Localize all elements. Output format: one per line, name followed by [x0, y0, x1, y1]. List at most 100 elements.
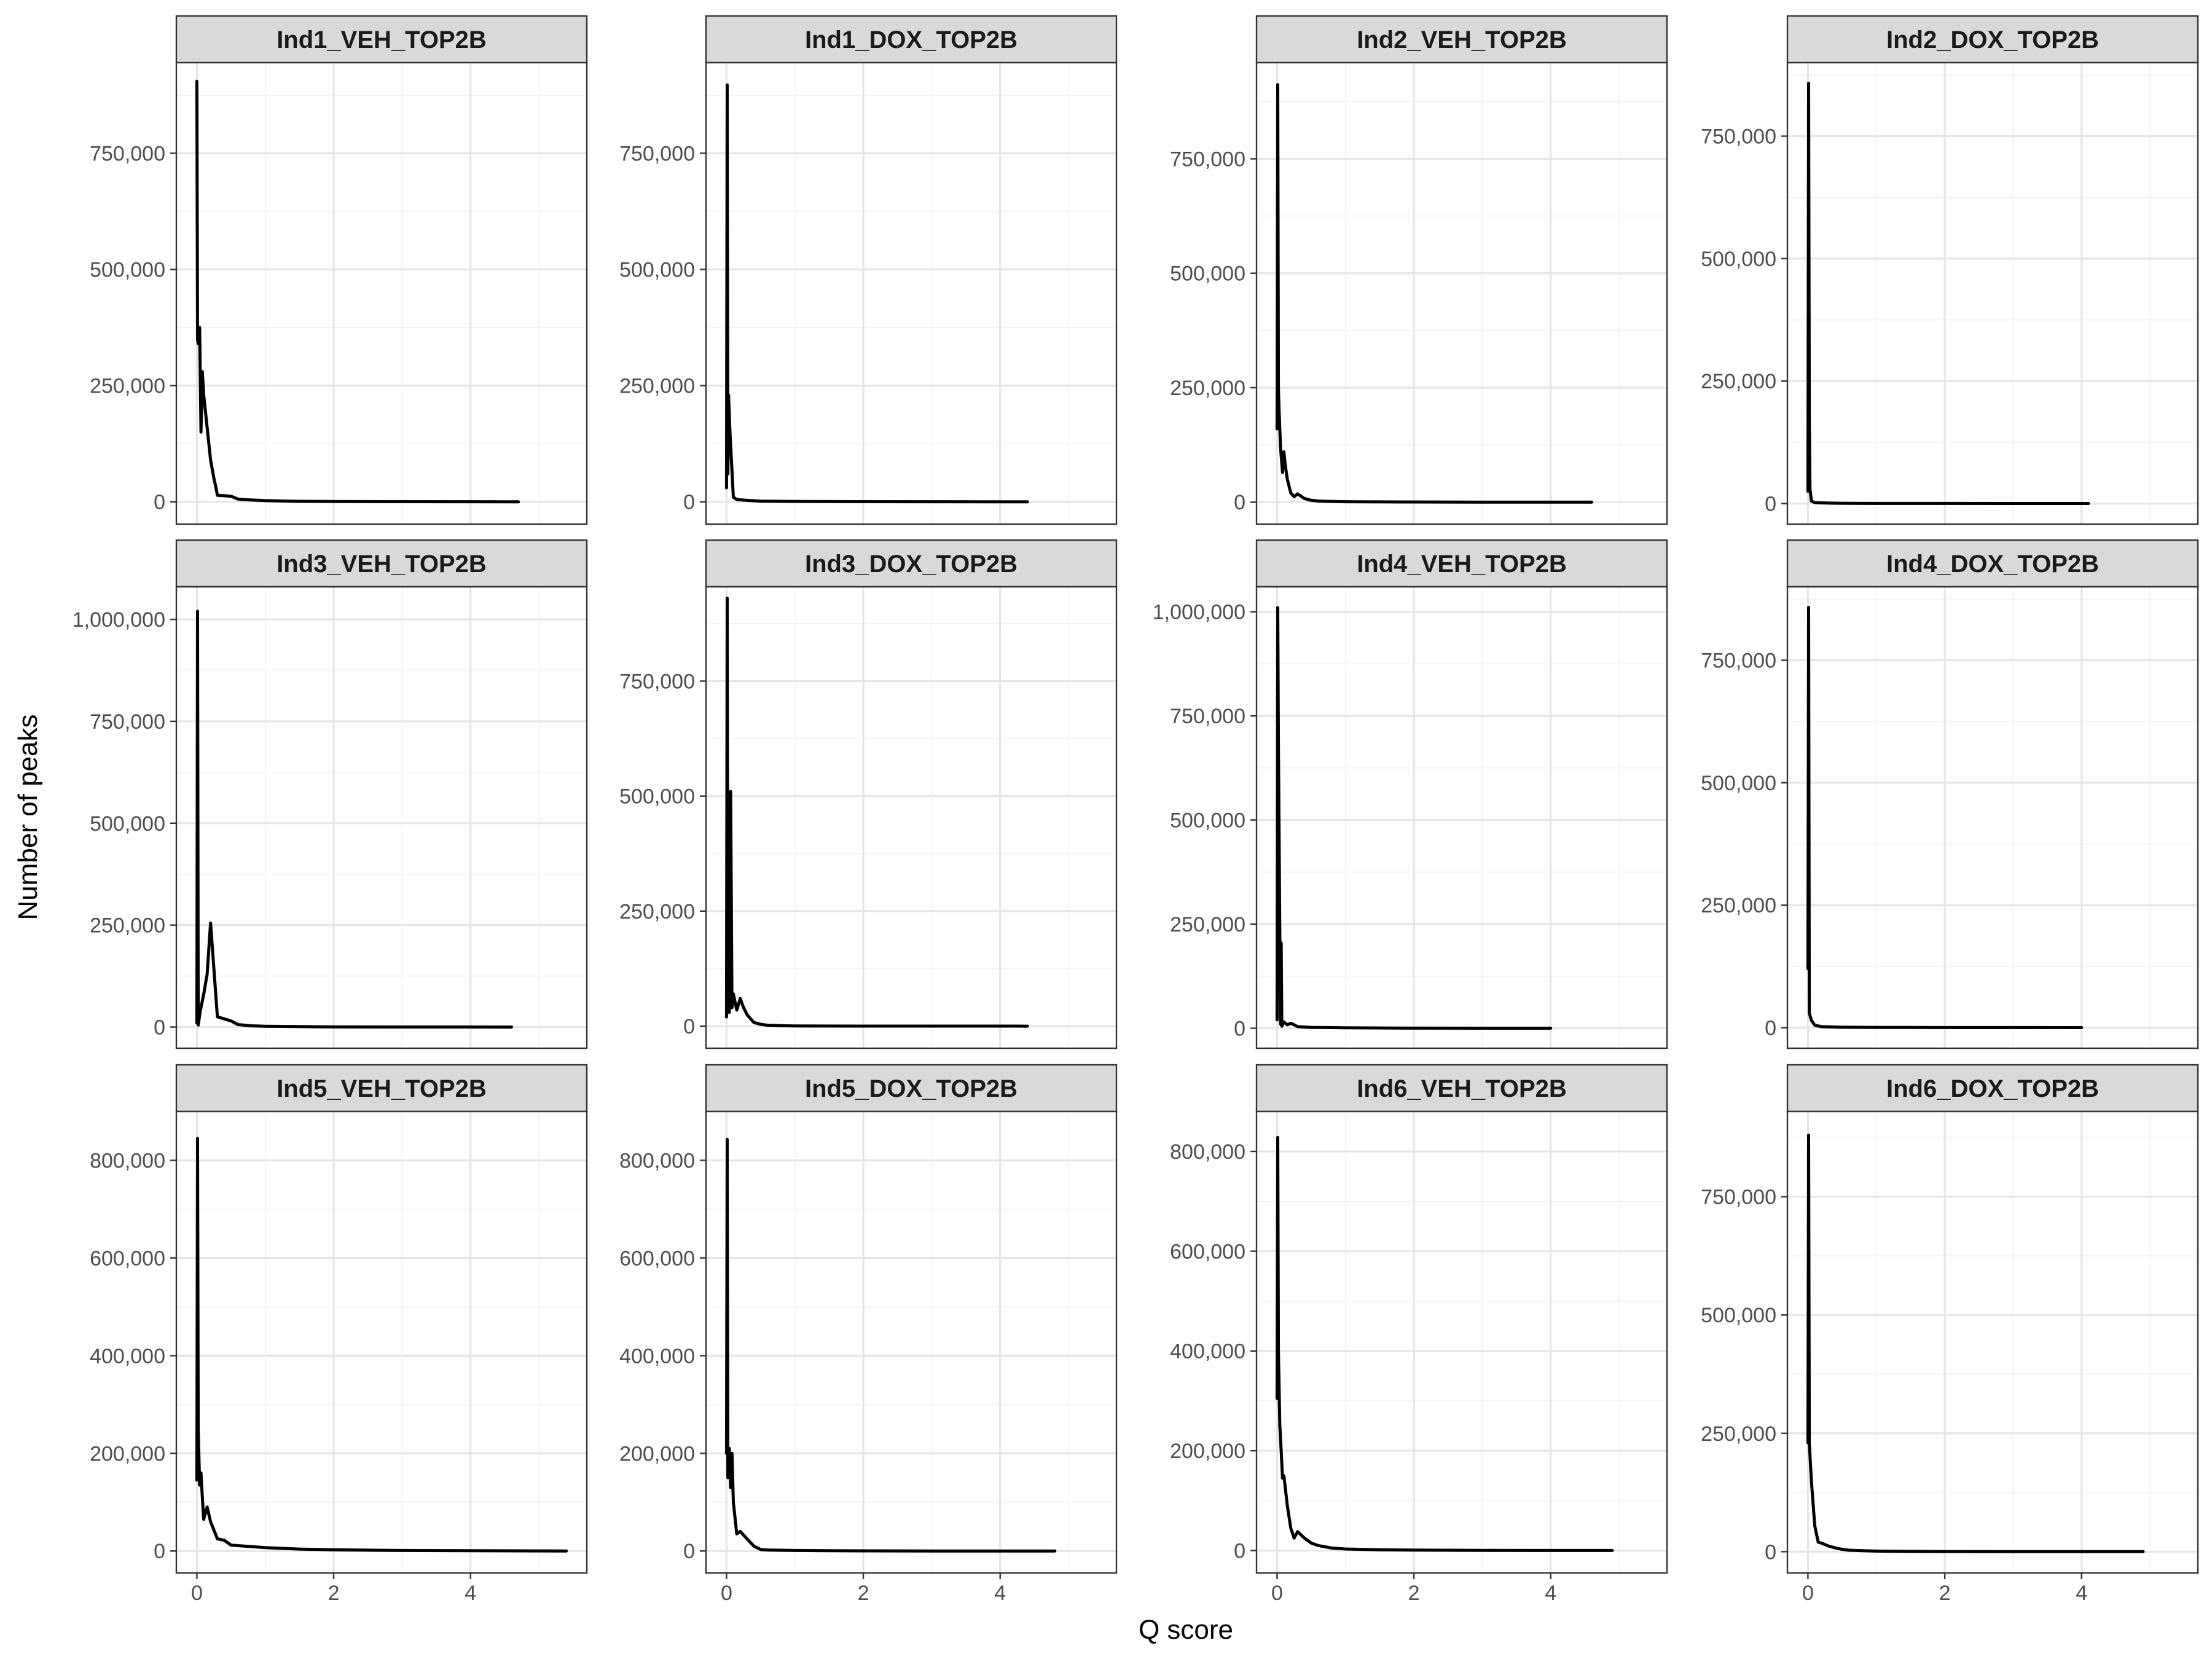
panel-border — [175, 1110, 588, 1574]
y-tick-label: 750,000 — [1701, 125, 1776, 149]
y-tick-label: 600,000 — [619, 1247, 695, 1270]
panel-background — [1257, 63, 1667, 524]
y-tick-label: 0 — [154, 491, 165, 514]
panel-background — [1787, 63, 2198, 524]
y-tick-label: 750,000 — [1701, 1186, 1776, 1209]
facet-title: Ind3_DOX_TOP2B — [805, 551, 1018, 578]
facet-panel: Ind4_DOX_TOP2B 0 250,000 500,000 750,000 — [1701, 539, 2199, 1049]
y-tick-label: 0 — [683, 1015, 695, 1038]
facet-strip — [705, 1064, 1118, 1113]
facet-panel: Ind5_VEH_TOP2B 0 200,000 400,000 600,000 800,… — [90, 1064, 588, 1605]
facet-panel: Ind6_DOX_TOP2B 0 250,000 500,000 750,000 0 2 4 — [1701, 1064, 2199, 1605]
facet-title: Ind5_VEH_TOP2B — [276, 1075, 487, 1102]
y-tick-label: 0 — [1234, 491, 1245, 514]
y-tick-label: 500,000 — [1701, 248, 1776, 271]
panel-background — [176, 63, 587, 524]
panel-background — [1787, 587, 2198, 1048]
y-tick-label: 600,000 — [90, 1247, 165, 1270]
panel-border — [175, 586, 588, 1049]
y-tick-label: 500,000 — [619, 785, 695, 809]
panel-border — [175, 61, 588, 525]
y-tick-label: 0 — [1234, 1017, 1245, 1040]
series-line — [1806, 606, 2084, 1029]
x-tick-label: 0 — [721, 1582, 732, 1605]
y-tick-label: 500,000 — [1170, 262, 1245, 286]
y-tick-label: 400,000 — [619, 1344, 695, 1368]
facet-panel: Ind6_VEH_TOP2B 0 200,000 400,000 600,000 800,… — [1170, 1064, 1668, 1605]
series-line — [724, 83, 1029, 504]
y-tick-label: 400,000 — [1170, 1340, 1245, 1363]
y-tick-label: 250,000 — [90, 375, 165, 398]
facet-strip — [175, 1064, 588, 1113]
y-tick-label: 250,000 — [619, 900, 695, 924]
panel-background — [706, 1112, 1116, 1573]
facet-title: Ind4_DOX_TOP2B — [1886, 551, 2099, 578]
facet-title: Ind6_DOX_TOP2B — [1886, 1075, 2099, 1102]
facet-panels: Ind1_VEH_TOP2B0250,000500,000750,000Ind1… — [73, 15, 2199, 1605]
facet-title: Ind1_VEH_TOP2B — [276, 26, 487, 53]
y-tick-label: 250,000 — [1701, 370, 1776, 393]
y-tick-label: 250,000 — [1701, 894, 1776, 917]
y-tick-label: 0 — [683, 491, 695, 514]
series-line — [724, 1137, 1057, 1553]
panel-border — [705, 586, 1118, 1049]
facet-panel: Ind3_DOX_TOP2B 0 250,000 500,000 750,000 — [619, 539, 1118, 1049]
x-axis-title: Q score — [1139, 1615, 1233, 1645]
y-tick-label: 500,000 — [1701, 772, 1776, 795]
panel-border — [1255, 1110, 1668, 1574]
series-line — [724, 597, 1029, 1028]
y-tick-label: 750,000 — [90, 142, 165, 165]
x-tick-label: 4 — [994, 1582, 1006, 1605]
panel-background — [176, 587, 587, 1048]
y-tick-label: 1,000,000 — [73, 608, 165, 632]
y-tick-label: 500,000 — [619, 259, 695, 282]
facet-strip — [1255, 15, 1668, 64]
panel-background — [706, 63, 1116, 524]
y-tick-label: 750,000 — [90, 710, 165, 734]
x-tick-label: 2 — [858, 1582, 869, 1605]
x-tick-label: 4 — [465, 1582, 476, 1605]
y-tick-label: 250,000 — [619, 375, 695, 398]
facet-strip — [1255, 1064, 1668, 1113]
y-axis-title: Number of peaks — [13, 714, 43, 920]
y-tick-label: 250,000 — [1170, 377, 1245, 400]
series-line — [1806, 82, 2090, 505]
x-tick-label: 4 — [1545, 1582, 1556, 1605]
y-tick-label: 0 — [1234, 1539, 1245, 1563]
facet-panel: Ind4_VEH_TOP2B 0 250,000 500,000 750,000 1,00… — [1153, 539, 1668, 1049]
y-tick-label: 500,000 — [1701, 1304, 1776, 1327]
y-tick-label: 0 — [154, 1016, 165, 1040]
facet-title: Ind6_VEH_TOP2B — [1357, 1075, 1567, 1102]
facet-strip — [175, 539, 588, 588]
x-tick-label: 0 — [1802, 1582, 1814, 1605]
panel-border — [1255, 586, 1668, 1049]
facet-title: Ind4_VEH_TOP2B — [1357, 551, 1567, 578]
series-line — [1275, 83, 1593, 504]
panel-border — [1786, 61, 2199, 525]
y-tick-label: 0 — [1765, 1017, 1776, 1040]
facet-panel: Ind2_VEH_TOP2B 0 250,000 500,000 750,000 — [1170, 15, 1668, 525]
x-tick-label: 0 — [1271, 1582, 1283, 1605]
y-tick-label: 400,000 — [90, 1344, 165, 1368]
facet-panel: Ind2_DOX_TOP2B 0 250,000 500,000 750,000 — [1701, 15, 2199, 525]
panel-border — [705, 1110, 1118, 1574]
x-tick-label: 0 — [191, 1582, 203, 1605]
y-tick-label: 800,000 — [90, 1149, 165, 1172]
facet-strip — [1786, 15, 2199, 64]
y-tick-label: 800,000 — [1170, 1140, 1245, 1164]
series-line — [1275, 606, 1553, 1030]
y-tick-label: 500,000 — [90, 259, 165, 282]
panel-border — [1255, 61, 1668, 525]
y-tick-label: 200,000 — [1170, 1440, 1245, 1463]
y-tick-label: 1,000,000 — [1153, 601, 1245, 624]
y-tick-label: 750,000 — [619, 142, 695, 165]
facet-title: Ind2_DOX_TOP2B — [1886, 26, 2099, 53]
y-tick-label: 200,000 — [619, 1442, 695, 1465]
facet-title: Ind2_VEH_TOP2B — [1357, 26, 1567, 53]
series-line — [1275, 1135, 1614, 1552]
y-tick-label: 750,000 — [1170, 705, 1245, 728]
y-tick-label: 250,000 — [1170, 913, 1245, 936]
y-tick-label: 600,000 — [1170, 1240, 1245, 1263]
x-tick-label: 2 — [1939, 1582, 1951, 1605]
